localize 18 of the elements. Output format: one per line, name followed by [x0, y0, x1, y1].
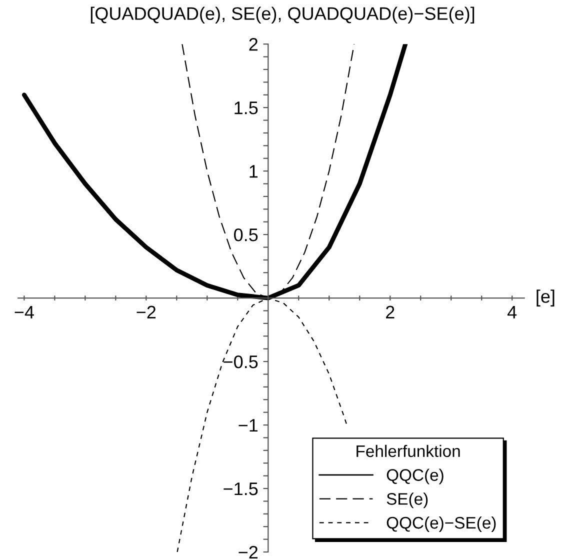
x-tick-label: 2 [386, 306, 394, 318]
y-tick-label: −0.5 [224, 355, 258, 368]
y-tick-label: 1 [250, 165, 258, 178]
x-tick-label: −4 [14, 306, 34, 318]
y-tick-label: −2 [238, 546, 258, 559]
y-tick-label: −1.5 [224, 482, 258, 496]
y-tick-label: 2 [249, 38, 258, 51]
x-tick-label: −2 [136, 306, 156, 318]
y-tick-label: −1 [238, 419, 258, 432]
legend-title: Fehlerfunktion [356, 444, 460, 458]
legend-label: SE(e) [386, 492, 428, 508]
legend-label: QQC(e) [386, 468, 444, 484]
y-tick-label: 0.5 [234, 228, 258, 242]
x-tick-label: 4 [508, 306, 517, 318]
y-tick-label: 1.5 [234, 102, 258, 114]
chart-title: [QUADQUAD(e), SE(e), QUADQUAD(e)−SE(e)] [90, 6, 474, 24]
x-axis-title: [e] [536, 290, 554, 306]
legend-label: QQC(e)−SE(e) [386, 516, 496, 532]
